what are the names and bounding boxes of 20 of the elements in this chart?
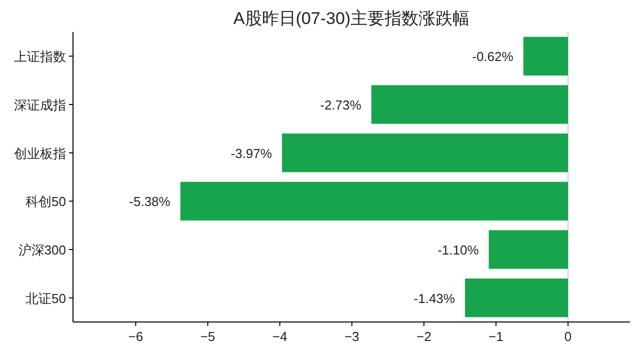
y-tick-label: 上证指数 bbox=[14, 49, 66, 64]
y-tick-label: 北证50 bbox=[26, 290, 66, 306]
x-tick-label: −4 bbox=[272, 329, 288, 344]
x-tick-label: −2 bbox=[416, 329, 432, 344]
y-tick-label: 科创50 bbox=[26, 194, 66, 210]
data-label: -1.10% bbox=[438, 242, 480, 258]
y-tick-label: 沪深300 bbox=[18, 242, 66, 258]
x-tick-label: −6 bbox=[128, 329, 144, 344]
data-label: -0.62% bbox=[472, 49, 514, 64]
x-tick-label: −5 bbox=[200, 329, 216, 344]
x-tick-label: −1 bbox=[488, 329, 504, 344]
data-label: -2.73% bbox=[320, 98, 362, 112]
data-label: -5.38% bbox=[129, 194, 171, 210]
data-label: -3.97% bbox=[230, 146, 272, 161]
x-tick-label: 0 bbox=[564, 329, 572, 344]
y-tick-label: 深证成指 bbox=[14, 98, 66, 112]
data-label: -1.43% bbox=[414, 290, 456, 306]
chart-title: A股昨日(07-30)主要指数涨跌幅 bbox=[233, 9, 470, 28]
y-tick-label: 创业板指 bbox=[14, 146, 66, 161]
x-tick-label: −3 bbox=[344, 329, 360, 344]
